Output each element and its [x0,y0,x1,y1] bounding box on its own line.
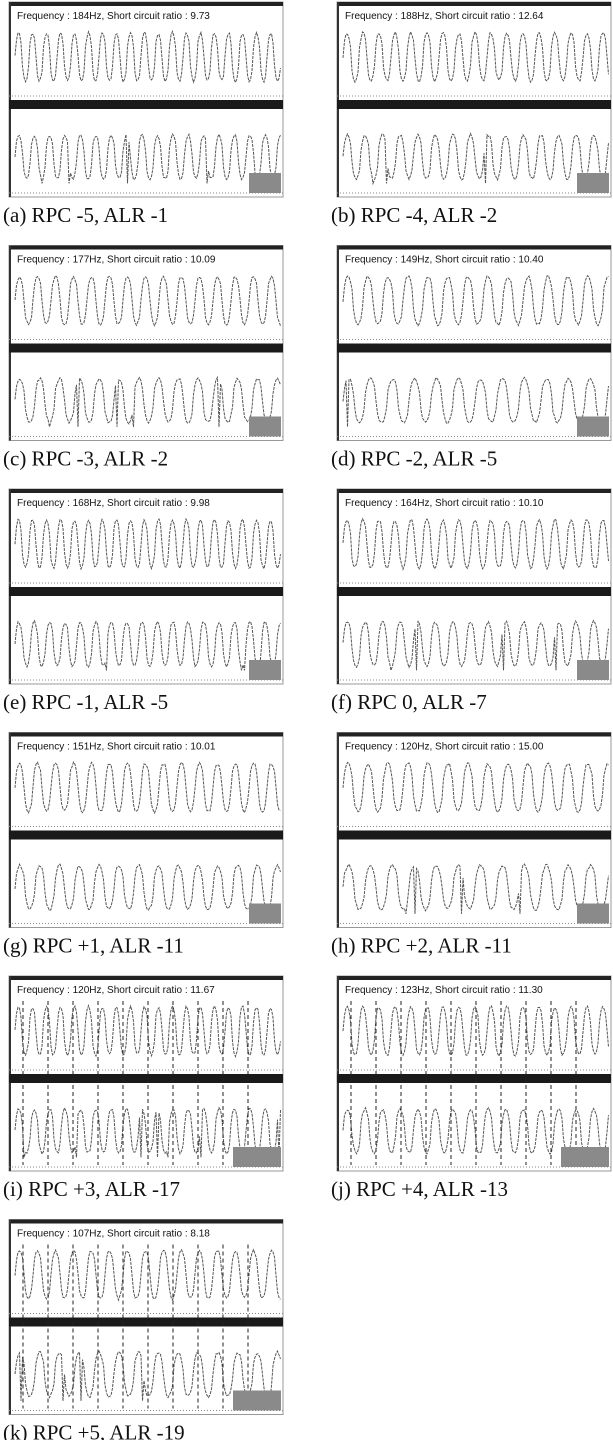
panel-frame [337,976,611,1171]
status-badge [249,417,281,437]
panel: Frequency : 120Hz, Short circuit ratio :… [331,733,611,958]
panel-header: Frequency : 177Hz, Short circuit ratio :… [17,255,216,266]
panel: Frequency : 120Hz, Short circuit ratio :… [3,976,283,1201]
panel-top-bar [9,489,283,493]
panel-header: Frequency : 184Hz, Short circuit ratio :… [17,11,210,22]
status-badge [249,173,281,193]
divider-bar [9,831,283,840]
status-badge [249,904,281,924]
divider-bar [337,587,611,596]
panel-caption: (h) RPC +2, ALR -11 [331,934,512,958]
panel-caption: (i) RPC +3, ALR -17 [3,1177,180,1201]
panel-header: Frequency : 168Hz, Short circuit ratio :… [17,498,210,509]
panel-frame [337,2,611,197]
divider-bar [9,100,283,109]
divider-bar [9,344,283,353]
panel-caption: (e) RPC -1, ALR -5 [3,690,168,714]
divider-bar [9,587,283,596]
status-badge [577,904,609,924]
panel: Frequency : 188Hz, Short circuit ratio :… [331,2,611,227]
status-badge [233,1391,281,1411]
panel-caption: (j) RPC +4, ALR -13 [331,1177,508,1201]
divider-bar [337,344,611,353]
panel-frame [9,976,283,1171]
panel-header: Frequency : 151Hz, Short circuit ratio :… [17,742,216,753]
panel-frame [9,246,283,441]
status-badge [249,660,281,680]
divider-bar [337,831,611,840]
status-badge [577,173,609,193]
panel-top-bar [337,976,611,980]
panel-header: Frequency : 120Hz, Short circuit ratio :… [345,742,544,753]
panel-caption: (f) RPC 0, ALR -7 [331,690,487,714]
panel-header: Frequency : 120Hz, Short circuit ratio :… [17,985,215,996]
divider-bar [337,100,611,109]
panel-frame [337,489,611,684]
panel: Frequency : 107Hz, Short circuit ratio :… [3,1220,283,1440]
panel-top-bar [9,246,283,250]
divider-bar [9,1074,283,1083]
panel-caption: (k) RPC +5, ALR -19 [3,1421,185,1440]
status-badge [577,660,609,680]
panel-top-bar [9,733,283,737]
panel-caption: (d) RPC -2, ALR -5 [331,447,497,471]
panel-top-bar [9,976,283,980]
panel-top-bar [9,2,283,6]
panel-caption: (c) RPC -3, ALR -2 [3,447,168,471]
panel-top-bar [9,1220,283,1224]
panel-header: Frequency : 188Hz, Short circuit ratio :… [345,11,544,22]
panel: Frequency : 177Hz, Short circuit ratio :… [3,246,283,471]
panel-caption: (g) RPC +1, ALR -11 [3,934,184,958]
panel-frame [9,733,283,928]
panel-caption: (b) RPC -4, ALR -2 [331,203,497,227]
panel-header: Frequency : 149Hz, Short circuit ratio :… [345,255,544,266]
panel-header: Frequency : 123Hz, Short circuit ratio :… [345,985,543,996]
status-badge [577,417,609,437]
panel-top-bar [337,489,611,493]
divider-bar [9,1318,283,1327]
panel-frame [9,1220,283,1415]
panel-top-bar [337,733,611,737]
panel: Frequency : 164Hz, Short circuit ratio :… [331,489,611,714]
panel-caption: (a) RPC -5, ALR -1 [3,203,168,227]
panel: Frequency : 123Hz, Short circuit ratio :… [331,976,611,1201]
panel: Frequency : 184Hz, Short circuit ratio :… [3,2,283,227]
panel: Frequency : 149Hz, Short circuit ratio :… [331,246,611,471]
panel-top-bar [337,246,611,250]
panel: Frequency : 151Hz, Short circuit ratio :… [3,733,283,958]
panel-frame [9,489,283,684]
divider-bar [337,1074,611,1083]
panel-header: Frequency : 164Hz, Short circuit ratio :… [345,498,544,509]
panel-frame [337,246,611,441]
figure: Frequency : 184Hz, Short circuit ratio :… [0,0,613,1440]
panel-top-bar [337,2,611,6]
panel-header: Frequency : 107Hz, Short circuit ratio :… [17,1229,210,1240]
panel: Frequency : 168Hz, Short circuit ratio :… [3,489,283,714]
panel-frame [9,2,283,197]
status-badge [561,1147,609,1167]
status-badge [233,1147,281,1167]
